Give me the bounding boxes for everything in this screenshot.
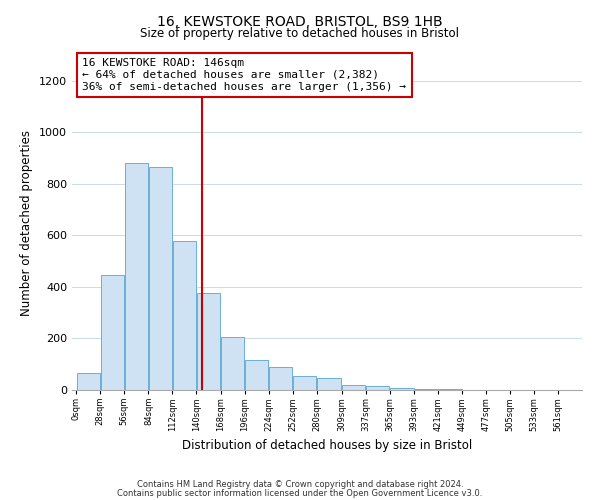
Bar: [390, 388, 413, 390]
Bar: [101, 276, 124, 390]
Bar: [173, 240, 196, 390]
Bar: [342, 385, 365, 390]
Bar: [438, 389, 461, 390]
Bar: [149, 167, 172, 390]
Bar: [293, 376, 316, 390]
Bar: [125, 163, 148, 390]
Bar: [269, 367, 292, 390]
Text: 16 KEWSTOKE ROAD: 146sqm
← 64% of detached houses are smaller (2,382)
36% of sem: 16 KEWSTOKE ROAD: 146sqm ← 64% of detach…: [82, 58, 406, 92]
Bar: [221, 337, 244, 390]
Text: 16, KEWSTOKE ROAD, BRISTOL, BS9 1HB: 16, KEWSTOKE ROAD, BRISTOL, BS9 1HB: [157, 15, 443, 29]
Bar: [77, 373, 100, 390]
Bar: [317, 378, 341, 390]
Bar: [197, 294, 220, 390]
Bar: [414, 388, 437, 390]
Text: Contains HM Land Registry data © Crown copyright and database right 2024.: Contains HM Land Registry data © Crown c…: [137, 480, 463, 489]
Y-axis label: Number of detached properties: Number of detached properties: [20, 130, 34, 316]
Text: Contains public sector information licensed under the Open Government Licence v3: Contains public sector information licen…: [118, 488, 482, 498]
Bar: [366, 386, 389, 390]
Text: Size of property relative to detached houses in Bristol: Size of property relative to detached ho…: [140, 28, 460, 40]
X-axis label: Distribution of detached houses by size in Bristol: Distribution of detached houses by size …: [182, 440, 472, 452]
Bar: [245, 360, 268, 390]
